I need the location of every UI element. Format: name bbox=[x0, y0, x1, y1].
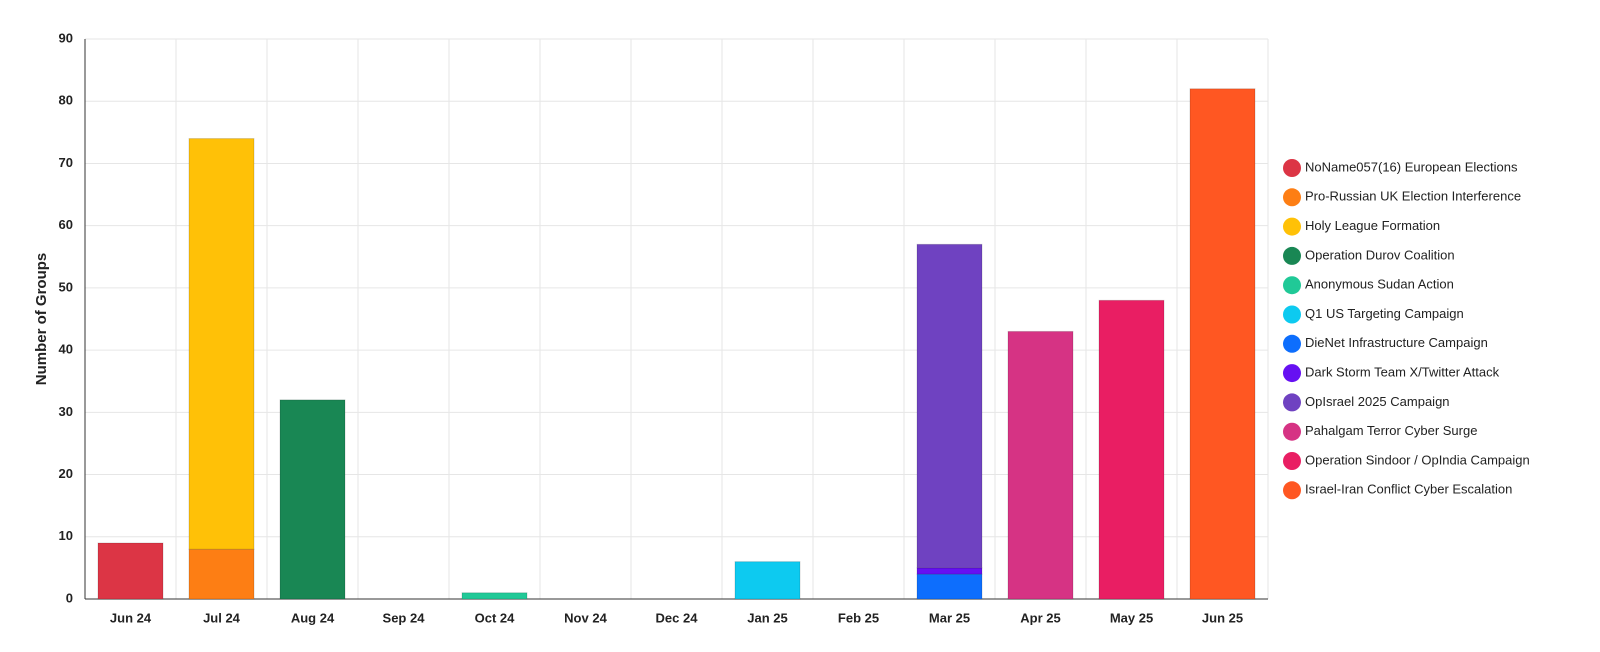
y-tick-label: 60 bbox=[59, 217, 73, 232]
x-tick-label: Aug 24 bbox=[291, 610, 335, 625]
legend-label: OpIsrael 2025 Campaign bbox=[1305, 394, 1450, 409]
legend-label: Q1 US Targeting Campaign bbox=[1305, 306, 1464, 321]
x-tick-label: Sep 24 bbox=[383, 610, 426, 625]
legend-label: Dark Storm Team X/Twitter Attack bbox=[1305, 365, 1500, 380]
legend-label: Anonymous Sudan Action bbox=[1305, 277, 1454, 292]
legend-swatch bbox=[1283, 364, 1301, 383]
x-tick-label: Oct 24 bbox=[475, 610, 516, 625]
y-tick-label: 40 bbox=[59, 342, 73, 357]
legend-label: Pahalgam Terror Cyber Surge bbox=[1305, 423, 1477, 438]
x-tick-label: Dec 24 bbox=[656, 610, 699, 625]
legend-label: Operation Sindoor / OpIndia Campaign bbox=[1305, 452, 1530, 467]
bar-segment bbox=[1007, 330, 1074, 600]
legend-label: NoName057(16) European Elections bbox=[1305, 159, 1518, 174]
y-tick-label: 0 bbox=[66, 590, 73, 605]
bar-segment bbox=[188, 548, 255, 600]
y-tick-label: 20 bbox=[59, 466, 73, 481]
legend-label: Operation Durov Coalition bbox=[1305, 247, 1455, 262]
legend-label: Pro-Russian UK Election Interference bbox=[1305, 189, 1521, 204]
legend-swatch bbox=[1283, 305, 1301, 324]
legend-swatch bbox=[1283, 159, 1301, 177]
legend-swatch bbox=[1283, 393, 1301, 412]
bar-segment bbox=[1098, 299, 1165, 600]
legend-label: DieNet Infrastructure Campaign bbox=[1305, 335, 1488, 350]
legend-swatch bbox=[1283, 276, 1301, 295]
y-tick-label: 90 bbox=[59, 30, 73, 45]
x-tick-label: May 25 bbox=[1110, 610, 1153, 625]
legend-label: Israel-Iran Conflict Cyber Escalation bbox=[1305, 482, 1512, 497]
legend-swatch bbox=[1283, 246, 1301, 265]
bar-segment bbox=[279, 399, 346, 600]
bar-segment bbox=[461, 592, 528, 600]
y-tick-label: 80 bbox=[59, 93, 73, 108]
legend-swatch bbox=[1283, 334, 1301, 353]
x-tick-label: Nov 24 bbox=[564, 610, 607, 625]
x-tick-label: Apr 25 bbox=[1020, 610, 1060, 625]
x-tick-label: Jun 25 bbox=[1202, 610, 1243, 625]
x-tick-label: Jul 24 bbox=[203, 610, 241, 625]
x-tick-label: Jun 24 bbox=[110, 610, 152, 625]
bar-segment bbox=[97, 542, 164, 600]
bar-segment bbox=[916, 567, 983, 575]
legend-swatch bbox=[1283, 217, 1301, 236]
bar-segment bbox=[734, 561, 801, 600]
x-tick-label: Jan 25 bbox=[747, 610, 787, 625]
y-tick-label: 10 bbox=[59, 528, 73, 543]
y-tick-label: 70 bbox=[59, 155, 73, 170]
legend-swatch bbox=[1283, 422, 1301, 441]
legend-label: Holy League Formation bbox=[1305, 218, 1440, 233]
legend-swatch bbox=[1283, 481, 1301, 500]
bar-segment bbox=[1189, 88, 1256, 600]
bar-segment bbox=[188, 138, 255, 550]
legend-swatch bbox=[1283, 452, 1301, 470]
bar-segment bbox=[916, 573, 983, 600]
bar-segment bbox=[916, 243, 983, 569]
legend-swatch bbox=[1283, 188, 1301, 207]
y-tick-label: 30 bbox=[59, 404, 73, 419]
x-tick-label: Feb 25 bbox=[838, 610, 879, 625]
y-axis-title: Number of Groups bbox=[33, 253, 50, 386]
x-tick-label: Mar 25 bbox=[929, 610, 970, 625]
y-tick-label: 50 bbox=[59, 279, 73, 294]
